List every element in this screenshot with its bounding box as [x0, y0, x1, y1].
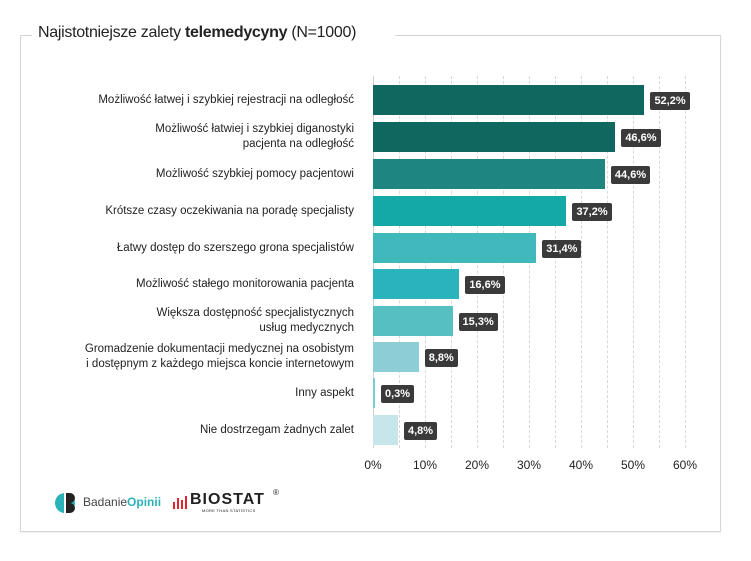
gridline: [581, 76, 582, 448]
category-label: Nie dostrzegam żadnych zalet: [199, 423, 354, 436]
category-label: Łatwy dostęp do szerszego grona specjali…: [116, 241, 354, 254]
x-axis-tick: 50%: [620, 458, 646, 472]
bar: [373, 85, 645, 115]
category-label: Krótsze czasy oczekiwania na poradę spec…: [105, 204, 354, 217]
x-axis-tick: 40%: [568, 458, 594, 472]
frame-border-top-right: [395, 35, 720, 36]
value-label: 16,6%: [465, 276, 505, 294]
value-label: 0,3%: [381, 385, 415, 403]
bar: [373, 122, 616, 152]
plot-area: 52,2% 46,6% 44,6% 37,2% 31,4% 16,6% 15,3% 8,8% 0…: [373, 76, 690, 448]
category-label: Możliwość stałego monitorowania pacjenta: [136, 277, 354, 290]
gridline: [555, 76, 556, 448]
bar: [373, 306, 453, 336]
chart-title-prefix: Najistotniejsze zalety: [38, 24, 185, 41]
gridline: [685, 76, 686, 448]
x-axis-tick: 30%: [516, 458, 542, 472]
frame-border-top-left: [20, 35, 32, 36]
category-label: Możliwość łatwiej i szybkiej diganostyki…: [155, 123, 354, 150]
chart-title: Najistotniejsze zalety telemedycyny (N=1…: [38, 24, 356, 42]
biostat-registered-mark: ®: [273, 488, 279, 497]
x-axis-tick: 10%: [412, 458, 438, 472]
chart-title-suffix: (N=1000): [287, 24, 357, 41]
x-axis-tick: 0%: [364, 458, 382, 472]
category-label: Inny aspekt: [295, 386, 354, 399]
category-label: Gromadzenie dokumentacji medycznej na os…: [84, 343, 354, 370]
chart-frame: [20, 35, 721, 532]
badanie-opinii-logo-text: BadanieOpinii: [83, 495, 162, 509]
x-axis-tick: 20%: [464, 458, 490, 472]
bar: [373, 159, 605, 189]
value-label: 52,2%: [650, 92, 690, 110]
value-label: 46,6%: [621, 129, 661, 147]
bar: [373, 233, 537, 263]
bar: [373, 415, 398, 445]
chart-title-bold: telemedycyny: [184, 24, 288, 41]
value-label: 44,6%: [610, 166, 651, 184]
value-label: 4,8%: [403, 422, 438, 440]
biostat-logo-text: BIOSTAT: [190, 491, 265, 508]
biostat-tagline: MORE THAN STATISTICS: [202, 508, 256, 513]
value-label: 15,3%: [458, 313, 498, 331]
category-label: Możliwość szybkiej pomocy pacjentowi: [155, 167, 354, 180]
bar: [373, 378, 375, 408]
category-label: Możliwość łatwej i szybkiej rejestracji …: [98, 93, 354, 106]
value-label: 31,4%: [542, 240, 582, 258]
value-label: 8,8%: [424, 349, 458, 367]
value-label: 37,2%: [572, 203, 612, 221]
bar: [373, 196, 567, 226]
gridline: [633, 76, 634, 448]
x-axis-tick: 60%: [672, 458, 698, 472]
category-label: Większa dostępność specjalistycznych usłu…: [156, 307, 355, 334]
badanie-opinii-logo-icon: [55, 493, 75, 513]
bar: [373, 342, 419, 372]
gridline: [607, 76, 608, 448]
biostat-logo-icon: [173, 496, 187, 509]
bar: [373, 269, 460, 299]
gridline: [659, 76, 660, 448]
